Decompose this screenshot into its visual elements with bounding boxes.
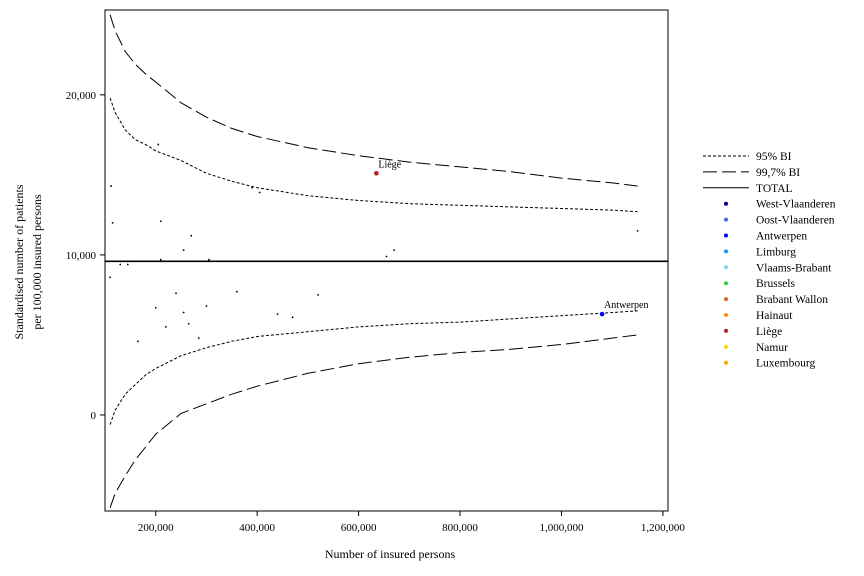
data-point — [393, 249, 396, 251]
legend-label: West-Vlaanderen — [756, 199, 836, 211]
data-point-li-ge — [374, 170, 379, 176]
data-point — [159, 220, 162, 223]
legend-label: 95% BI — [756, 151, 792, 163]
legend-label: Liège — [756, 326, 782, 338]
legend-marker — [724, 344, 728, 349]
legend-label: Limburg — [756, 246, 796, 258]
plot-frame — [104, 9, 669, 512]
limit-lines — [109, 14, 638, 508]
legend-label: Brabant Wallon — [756, 294, 828, 306]
data-point — [119, 263, 122, 266]
point-label: Liège — [378, 159, 401, 170]
data-points — [109, 143, 639, 343]
data-point — [208, 258, 210, 261]
legend-marker — [724, 313, 728, 317]
data-point — [137, 340, 139, 343]
point-label: Antwerpen — [604, 300, 648, 311]
legend-label: Hainaut — [756, 310, 793, 322]
lower-997-limit-line — [109, 334, 638, 508]
legend-marker — [724, 297, 728, 302]
data-point — [258, 191, 261, 194]
legend-label: Namur — [756, 342, 788, 354]
data-point — [636, 229, 639, 232]
upper-997-limit-line — [109, 14, 638, 187]
data-point — [164, 326, 167, 328]
data-point — [197, 337, 200, 340]
legend-marker — [724, 233, 728, 238]
y-axis-title-line-1: Standardised number of patients — [12, 184, 26, 339]
data-point — [235, 290, 238, 293]
data-point — [205, 305, 208, 308]
legend-label: Vlaams-Brabant — [756, 262, 832, 274]
data-point — [175, 292, 177, 295]
data-point — [276, 313, 279, 316]
data-point — [111, 221, 114, 224]
y-axis-title-line-2: per 100,000 insured persons — [30, 194, 44, 330]
data-point — [182, 311, 185, 314]
data-point — [159, 258, 162, 261]
data-point — [157, 143, 160, 146]
legend-marker — [724, 360, 728, 365]
x-tick-label: 400,000 — [239, 522, 275, 534]
legend-marker — [724, 328, 728, 333]
y-tick-label: 20,000 — [66, 90, 97, 102]
x-tick-label: 600,000 — [341, 522, 377, 534]
legend-marker — [724, 249, 728, 254]
lower-95-limit-line — [109, 310, 638, 425]
data-point — [291, 316, 294, 319]
x-tick-label: 1,200,000 — [641, 522, 686, 534]
legend-marker — [724, 265, 728, 270]
upper-95-limit-line — [109, 97, 638, 213]
data-point — [385, 255, 388, 258]
legend-marker — [724, 217, 728, 222]
data-point — [182, 249, 185, 251]
legend-label: Oost-Vlaanderen — [756, 215, 835, 227]
x-tick-label: 200,000 — [138, 522, 174, 534]
data-point-antwerpen — [599, 311, 605, 317]
legend-marker — [724, 281, 728, 286]
data-point — [126, 263, 129, 266]
legend-label: 99,7% BI — [756, 167, 800, 179]
legend-marker — [724, 201, 728, 206]
legend-label: Brussels — [756, 278, 796, 290]
point-annotations: Liège Antwerpen — [378, 159, 648, 311]
legend-label: Antwerpen — [756, 231, 807, 243]
x-tick-label: 1,000,000 — [539, 522, 584, 534]
y-tick-label: 10,000 — [66, 250, 97, 262]
y-tick-label: 0 — [91, 410, 97, 422]
data-point — [187, 322, 190, 325]
legend-label: Luxembourg — [756, 358, 815, 370]
y-axis: 0 10,000 20,000 — [66, 90, 105, 422]
data-point — [251, 186, 253, 189]
data-point — [154, 306, 157, 309]
legend: 95% BI 99,7% BI TOTAL West-Vlaanderen Oost-V… — [703, 151, 836, 370]
x-axis-title: Number of insured persons — [325, 547, 456, 561]
x-tick-label: 800,000 — [442, 522, 478, 534]
data-point — [109, 276, 111, 279]
x-axis: 200,000 400,000 600,000 800,000 1,000,000 1,2… — [138, 511, 686, 534]
data-point — [317, 294, 319, 296]
legend-label: TOTAL — [756, 183, 793, 195]
data-point — [190, 234, 193, 237]
data-point — [110, 185, 112, 187]
